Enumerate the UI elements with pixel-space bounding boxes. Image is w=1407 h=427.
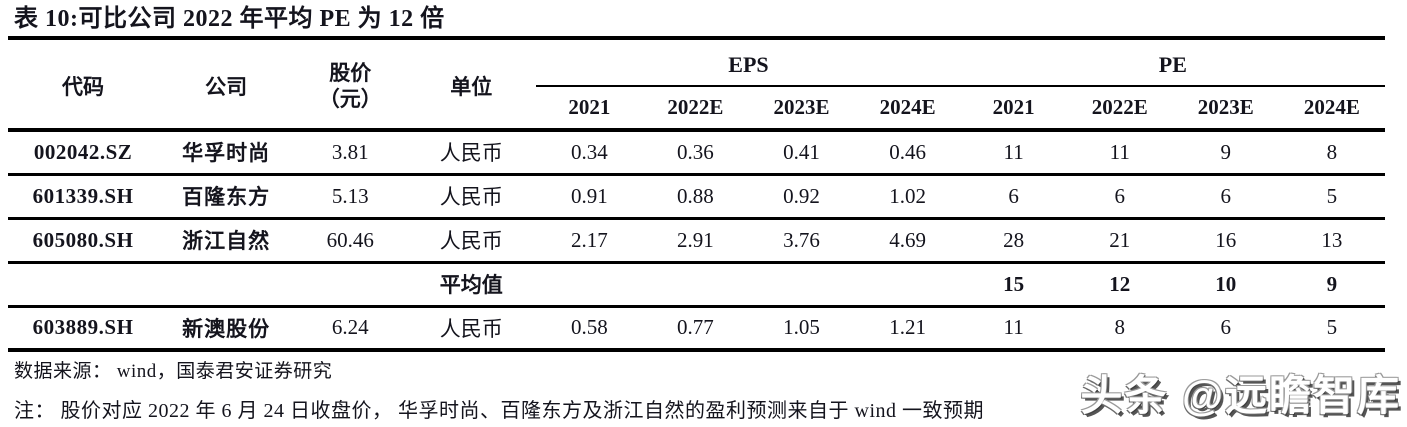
- cell-pe-average: 15: [1003, 271, 1025, 296]
- cell-eps: 0.88: [677, 183, 714, 208]
- cell-company: 华孚时尚: [182, 141, 271, 166]
- eps-year-2022e: 2022E: [642, 86, 749, 132]
- cell-company: 百隆东方: [182, 185, 271, 209]
- cell-code: 002042.SZ: [33, 139, 133, 164]
- cell-eps: 2.17: [570, 227, 608, 252]
- cell-pe: 8: [1114, 315, 1125, 340]
- col-header-price: 股价 （元）: [294, 44, 407, 132]
- table-title-block: 表 10:可比公司 2022 年平均 PE 为 12 倍: [8, 3, 1385, 40]
- cell-pe-average: 9: [1326, 271, 1338, 296]
- cell-pe: 6: [1220, 315, 1232, 340]
- cell-eps: 0.91: [570, 183, 608, 208]
- cell-code: 603889.SH: [32, 315, 134, 340]
- cell-price: 5.13: [331, 183, 369, 208]
- cell-eps: 3.76: [783, 227, 820, 252]
- col-header-company: 公司: [158, 44, 295, 132]
- cell-empty: [855, 262, 961, 306]
- cell-eps: 0.46: [889, 139, 926, 164]
- comparable-companies-table: 代码 公司 股价 （元） 单位 EPS PE 2021 2022E 2023E …: [8, 44, 1385, 352]
- cell-eps: 0.77: [677, 315, 714, 340]
- cell-unit: 人民币: [439, 141, 503, 166]
- cell-eps: 4.69: [889, 227, 926, 252]
- cell-eps: 2.91: [677, 227, 714, 252]
- pe-year-2021: 2021: [960, 86, 1067, 132]
- cell-company: 新澳股份: [182, 316, 271, 341]
- cell-eps: 1.02: [889, 183, 926, 208]
- cell-eps: 1.21: [889, 315, 926, 340]
- cell-eps: 1.05: [783, 315, 820, 340]
- cell-pe-average: 12: [1109, 271, 1131, 296]
- cell-pe: 21: [1109, 227, 1131, 252]
- cell-eps: 0.36: [677, 139, 714, 164]
- cell-pe: 11: [1003, 315, 1024, 340]
- table-title: 表 10:可比公司 2022 年平均 PE 为 12 倍: [14, 6, 445, 32]
- pe-year-2024e: 2024E: [1278, 86, 1385, 132]
- cell-empty: [642, 262, 748, 306]
- average-label: 平均值: [439, 273, 503, 297]
- cell-pe: 9: [1220, 139, 1232, 164]
- group-header-eps: EPS: [536, 44, 961, 87]
- table-row: 603889.SH 新澳股份 6.24 人民币 0.58 0.77 1.05 1…: [8, 306, 1385, 350]
- cell-pe: 5: [1326, 315, 1338, 340]
- cell-price: 6.24: [331, 315, 369, 340]
- cell-pe: 13: [1321, 227, 1343, 252]
- cell-empty: [8, 262, 158, 306]
- cell-empty: [748, 262, 854, 306]
- cell-pe: 11: [1003, 139, 1024, 164]
- cell-eps: 0.41: [783, 139, 820, 164]
- table-row: 002042.SZ 华孚时尚 3.81 人民币 0.34 0.36 0.41 0…: [8, 130, 1385, 174]
- col-header-unit: 单位: [406, 44, 537, 132]
- table-row: 605080.SH 浙江自然 60.46 人民币 2.17 2.91 3.76 …: [8, 218, 1385, 262]
- cell-pe: 6: [1114, 183, 1125, 208]
- cell-unit: 人民币: [439, 316, 503, 341]
- pe-year-2022e: 2022E: [1066, 86, 1173, 132]
- cell-pe: 6: [1008, 183, 1019, 208]
- footnote: 注： 股价对应 2022 年 6 月 24 日收盘价， 华孚时尚、百隆东方及浙江…: [14, 400, 984, 422]
- eps-year-2024e: 2024E: [854, 86, 961, 132]
- cell-pe: 11: [1109, 139, 1130, 164]
- cell-empty: [294, 262, 406, 306]
- cell-eps: 0.34: [570, 139, 608, 164]
- cell-eps: 0.58: [570, 315, 608, 340]
- group-header-pe: PE: [960, 44, 1385, 87]
- cell-empty: [158, 262, 294, 306]
- data-source-note: 数据来源： wind，国泰君安证券研究: [14, 361, 333, 382]
- col-header-price-line2: （元）: [318, 87, 382, 111]
- average-row: 平均值 15 12 10 9: [8, 262, 1385, 306]
- col-header-code: 代码: [8, 44, 159, 132]
- cell-pe: 28: [1003, 227, 1025, 252]
- col-header-price-line1: 股价: [329, 61, 372, 85]
- cell-pe: 6: [1220, 183, 1232, 208]
- cell-price: 60.46: [326, 227, 374, 252]
- cell-pe: 8: [1326, 139, 1338, 164]
- cell-unit: 人民币: [439, 185, 503, 209]
- cell-company: 浙江自然: [182, 229, 271, 253]
- cell-code: 605080.SH: [32, 227, 134, 252]
- cell-empty: [536, 262, 642, 306]
- pe-year-2023e: 2023E: [1172, 86, 1279, 132]
- eps-year-2021: 2021: [536, 86, 643, 132]
- cell-pe-average: 10: [1215, 271, 1237, 296]
- eps-year-2023e: 2023E: [748, 86, 855, 132]
- cell-pe: 16: [1215, 227, 1237, 252]
- cell-unit: 人民币: [439, 229, 503, 253]
- watermark-toutiao-yuanzhan: 头条 @远瞻智库: [1080, 372, 1401, 419]
- cell-eps: 0.92: [783, 183, 820, 208]
- table-row: 601339.SH 百隆东方 5.13 人民币 0.91 0.88 0.92 1…: [8, 174, 1385, 218]
- cell-price: 3.81: [331, 139, 369, 164]
- cell-pe: 5: [1326, 183, 1338, 208]
- cell-code: 601339.SH: [32, 183, 134, 208]
